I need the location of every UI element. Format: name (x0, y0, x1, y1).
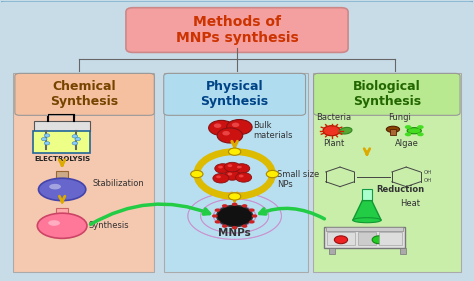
Text: Fungi: Fungi (389, 113, 411, 122)
Circle shape (72, 142, 78, 145)
Bar (327, 232, 355, 245)
Circle shape (232, 203, 237, 206)
Circle shape (239, 175, 244, 177)
Circle shape (228, 164, 232, 167)
Circle shape (252, 214, 257, 218)
Text: Algae: Algae (395, 139, 419, 148)
Circle shape (249, 209, 255, 212)
Circle shape (372, 236, 385, 244)
Circle shape (417, 125, 424, 129)
Bar (326, 227, 403, 231)
Circle shape (228, 173, 232, 175)
Text: ELECTROLYSIS: ELECTROLYSIS (34, 156, 90, 162)
Bar (390, 129, 396, 135)
Circle shape (224, 162, 240, 172)
Circle shape (215, 220, 220, 224)
Bar (34, 121, 91, 131)
Circle shape (209, 120, 234, 135)
Polygon shape (353, 201, 381, 220)
Circle shape (224, 171, 240, 180)
Circle shape (222, 131, 230, 135)
Circle shape (217, 128, 243, 143)
Circle shape (232, 226, 237, 229)
Bar (56, 208, 68, 215)
Ellipse shape (49, 184, 61, 189)
Circle shape (215, 209, 220, 212)
Circle shape (334, 236, 347, 244)
Circle shape (228, 193, 241, 200)
Circle shape (405, 125, 411, 129)
Text: Biological
Synthesis: Biological Synthesis (353, 80, 421, 108)
Text: Plant: Plant (323, 139, 345, 148)
Circle shape (227, 119, 252, 135)
Bar (379, 232, 402, 245)
Circle shape (222, 225, 228, 228)
Ellipse shape (48, 220, 60, 226)
Text: MNPs: MNPs (218, 228, 251, 238)
Text: Chemical
Synthesis: Chemical Synthesis (51, 80, 118, 108)
Bar (357, 232, 376, 245)
Circle shape (417, 132, 424, 136)
Text: Physical
Synthesis: Physical Synthesis (201, 80, 269, 108)
Circle shape (266, 170, 279, 178)
Ellipse shape (37, 213, 87, 238)
Circle shape (215, 164, 231, 173)
Text: Synthesis: Synthesis (88, 221, 129, 230)
Text: OH: OH (424, 178, 433, 183)
Circle shape (228, 148, 241, 155)
Text: Methods of
MNPs synthesis: Methods of MNPs synthesis (176, 15, 298, 45)
Circle shape (236, 173, 252, 182)
Circle shape (249, 220, 255, 224)
Circle shape (234, 164, 250, 173)
Circle shape (191, 170, 203, 178)
Text: Bulk
materials: Bulk materials (254, 121, 293, 140)
FancyBboxPatch shape (12, 73, 155, 272)
Bar (56, 171, 68, 178)
Circle shape (216, 175, 221, 178)
Bar (324, 227, 405, 248)
Text: Small size
NPs: Small size NPs (277, 170, 319, 189)
Bar (33, 131, 91, 153)
Ellipse shape (407, 128, 421, 134)
Text: Bacteria: Bacteria (316, 113, 351, 122)
FancyBboxPatch shape (313, 73, 462, 272)
Circle shape (242, 225, 247, 228)
Circle shape (41, 137, 47, 141)
Ellipse shape (339, 127, 352, 134)
Circle shape (323, 126, 340, 136)
Circle shape (44, 134, 50, 137)
Circle shape (44, 142, 50, 145)
Circle shape (72, 135, 78, 138)
Bar (329, 248, 335, 254)
FancyBboxPatch shape (164, 73, 306, 115)
Ellipse shape (38, 178, 86, 201)
Circle shape (75, 137, 81, 141)
Bar (400, 248, 406, 254)
Circle shape (237, 166, 242, 169)
Circle shape (218, 166, 223, 169)
FancyBboxPatch shape (15, 73, 155, 115)
Circle shape (212, 214, 218, 218)
Circle shape (242, 204, 247, 207)
Circle shape (214, 123, 221, 128)
FancyBboxPatch shape (164, 73, 308, 272)
Text: Heat: Heat (400, 199, 420, 208)
Bar (362, 189, 372, 201)
Text: Stabilization: Stabilization (93, 179, 145, 188)
Circle shape (213, 173, 229, 183)
FancyBboxPatch shape (126, 8, 348, 53)
Ellipse shape (353, 218, 381, 223)
Circle shape (405, 132, 411, 136)
Circle shape (217, 205, 253, 226)
Ellipse shape (386, 126, 400, 132)
Circle shape (222, 204, 228, 207)
FancyBboxPatch shape (314, 73, 460, 115)
Circle shape (232, 123, 239, 127)
Text: OH: OH (424, 170, 433, 175)
Text: Reduction: Reduction (376, 185, 424, 194)
